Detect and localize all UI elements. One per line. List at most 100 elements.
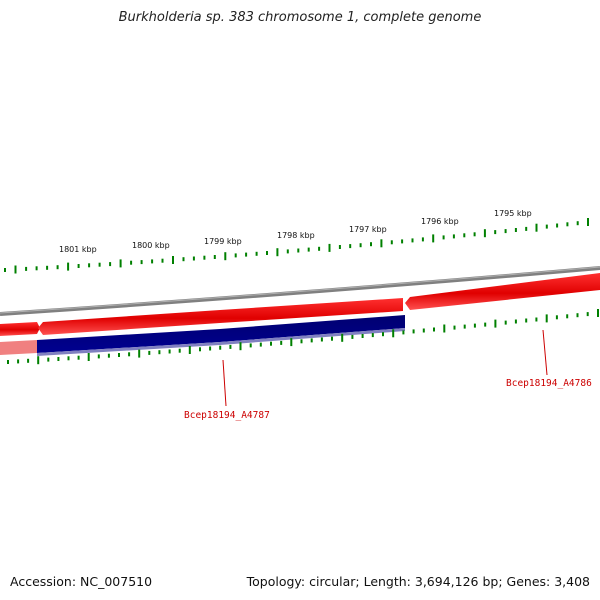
- outer-major-tick: [483, 229, 486, 238]
- inner-major-tick: [290, 338, 293, 347]
- inner-minor-tick: [535, 317, 538, 322]
- outer-minor-tick: [401, 239, 404, 244]
- inner-minor-tick: [259, 342, 262, 347]
- outer-minor-tick: [390, 240, 393, 245]
- inner-minor-tick: [514, 319, 517, 324]
- inner-minor-tick: [453, 325, 456, 330]
- inner-minor-tick: [382, 332, 384, 337]
- outer-major-tick: [172, 256, 174, 264]
- inner-minor-tick: [586, 312, 589, 317]
- inner-minor-tick: [77, 355, 80, 360]
- inner-minor-tick: [300, 339, 303, 344]
- outer-major-tick: [535, 223, 538, 232]
- inner-minor-tick: [280, 340, 283, 345]
- inner-minor-tick: [576, 313, 579, 318]
- outer-minor-tick: [442, 235, 445, 240]
- outer-minor-tick: [192, 256, 195, 261]
- inner-minor-tick: [17, 359, 20, 364]
- inner-minor-tick: [148, 350, 151, 355]
- outer-minor-tick: [234, 253, 237, 258]
- inner-minor-tick: [57, 357, 60, 361]
- outer-minor-tick: [109, 262, 112, 267]
- inner-minor-tick: [310, 338, 313, 343]
- inner-minor-tick: [555, 315, 558, 320]
- gene-label-a4786[interactable]: Bcep18194_A4786: [506, 378, 592, 389]
- outer-minor-tick: [245, 252, 248, 257]
- outer-minor-tick: [504, 229, 507, 234]
- inner-minor-tick: [107, 353, 110, 358]
- outer-minor-tick: [88, 263, 91, 268]
- inner-minor-tick: [249, 343, 252, 348]
- outer-minor-tick: [140, 260, 143, 265]
- outer-major-tick: [14, 265, 17, 274]
- inner-minor-tick: [178, 348, 181, 353]
- inner-major-tick: [494, 319, 497, 328]
- inner-minor-tick: [199, 347, 201, 352]
- ruler-label-1796: 1796 kbp: [421, 217, 459, 226]
- outer-minor-tick: [46, 265, 49, 270]
- inner-minor-tick: [331, 336, 333, 341]
- inner-major-tick: [597, 309, 599, 317]
- forward-gene-left[interactable]: [0, 322, 40, 336]
- backbone-arc-highlight: [0, 266, 600, 314]
- outer-minor-tick: [566, 222, 569, 227]
- outer-ruler-ticks: [4, 218, 589, 274]
- outer-minor-tick: [286, 249, 289, 254]
- inner-minor-tick: [97, 354, 100, 359]
- outer-minor-tick: [98, 262, 101, 267]
- inner-minor-tick: [422, 328, 425, 333]
- outer-minor-tick: [130, 260, 133, 265]
- genome-summary-text: Topology: circular; Length: 3,694,126 bp…: [246, 574, 590, 589]
- outer-minor-tick: [370, 242, 372, 247]
- outer-minor-tick: [359, 243, 362, 248]
- outer-minor-tick: [349, 244, 352, 249]
- inner-minor-tick: [504, 320, 507, 325]
- inner-minor-tick: [351, 334, 354, 339]
- inner-minor-tick: [128, 352, 131, 357]
- inner-minor-tick: [484, 322, 487, 327]
- inner-minor-tick: [412, 329, 415, 334]
- outer-minor-tick: [151, 259, 154, 264]
- ruler-labels: 1801 kbp 1800 kbp 1799 kbp 1798 kbp 1797…: [59, 209, 532, 254]
- inner-minor-tick: [463, 324, 466, 329]
- outer-minor-tick: [56, 265, 59, 270]
- outer-major-tick: [432, 234, 435, 243]
- outer-minor-tick: [297, 248, 300, 253]
- inner-ruler-ticks: [7, 309, 599, 365]
- gene-label-a4787[interactable]: Bcep18194_A4787: [184, 410, 270, 421]
- inner-major-tick: [545, 314, 548, 323]
- leader-line-a4787: [222, 359, 227, 407]
- outer-minor-tick: [525, 226, 528, 231]
- outer-major-tick: [67, 262, 70, 271]
- ruler-label-1799: 1799 kbp: [204, 237, 242, 246]
- inner-minor-tick: [219, 345, 222, 350]
- outer-minor-tick: [307, 247, 310, 252]
- forward-gene-middle[interactable]: [38, 298, 403, 335]
- inner-minor-tick: [270, 341, 272, 346]
- reverse-strand: [0, 315, 405, 356]
- outer-minor-tick: [576, 221, 579, 226]
- outer-major-tick: [328, 243, 331, 252]
- reverse-gene-bcep18194-a4787[interactable]: [37, 315, 405, 353]
- reverse-gene-left-pale[interactable]: [0, 340, 37, 355]
- outer-minor-tick: [255, 251, 258, 256]
- leader-line-a4786: [542, 329, 548, 376]
- reverse-gene-shadow: [37, 328, 405, 356]
- outer-minor-tick: [35, 266, 38, 271]
- outer-minor-tick: [213, 255, 216, 259]
- inner-minor-tick: [473, 323, 476, 328]
- outer-minor-tick: [4, 268, 6, 272]
- inner-minor-tick: [209, 346, 212, 351]
- inner-minor-tick: [566, 314, 569, 319]
- outer-minor-tick: [545, 224, 548, 229]
- ruler-label-1797: 1797 kbp: [349, 225, 387, 234]
- inner-minor-tick: [168, 349, 171, 354]
- forward-gene-bcep18194-a4786[interactable]: [405, 273, 600, 310]
- inner-major-tick: [239, 342, 242, 351]
- ruler-label-1801: 1801 kbp: [59, 245, 97, 254]
- outer-minor-tick: [77, 264, 80, 268]
- inner-major-tick: [392, 329, 395, 338]
- inner-major-tick: [443, 324, 446, 333]
- outer-minor-tick: [411, 238, 414, 243]
